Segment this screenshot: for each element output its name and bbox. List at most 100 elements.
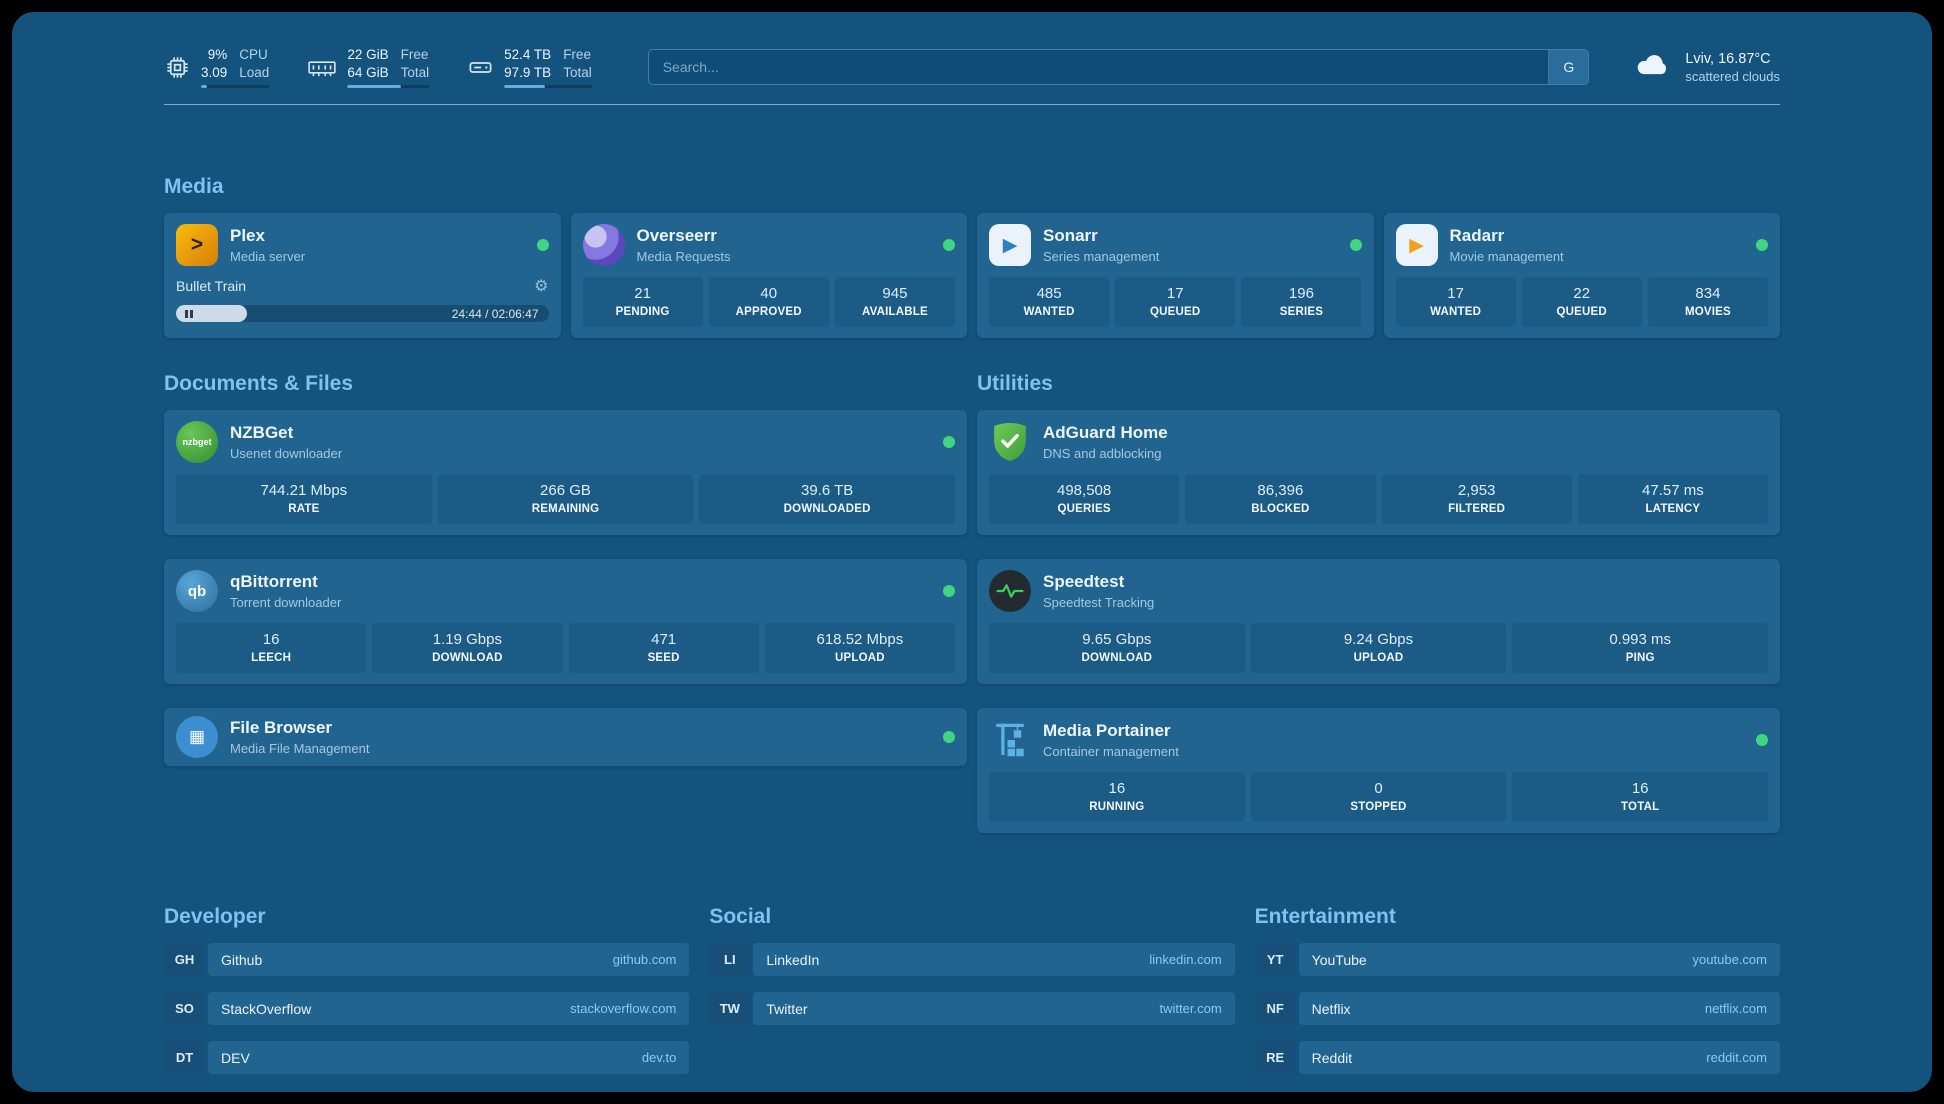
bookmark-abbr: TW <box>709 992 751 1026</box>
bookmark-abbr: SO <box>164 992 205 1026</box>
stat-label: RATE <box>288 503 320 516</box>
stat-box: 1.19 Gbps DOWNLOAD <box>372 623 563 674</box>
stat-box: 40 APPROVED <box>708 277 829 328</box>
stat-label: DOWNLOAD <box>432 652 503 665</box>
weather-condition: scattered clouds <box>1685 68 1780 84</box>
cloud-icon <box>1633 50 1673 84</box>
stat-box: 196 SERIES <box>1241 277 1362 328</box>
stat-box: 47.57 ms LATENCY <box>1577 474 1768 525</box>
weather-location: Lviv, 16.87°C <box>1685 50 1771 67</box>
search-engine-button[interactable]: G <box>1548 50 1589 85</box>
stat-label: DOWNLOAD <box>1081 652 1153 665</box>
service-card-adguard[interactable]: AdGuard Home DNS and adblocking 498,508 … <box>977 410 1780 536</box>
service-title: Media Portainer <box>1043 721 1171 741</box>
section-heading-developer: Developer <box>164 905 266 929</box>
section-heading-documents: Documents & Files <box>164 372 354 396</box>
bookmark-github[interactable]: GH Github github.com <box>164 943 690 977</box>
stat-value: 16 <box>1631 780 1649 798</box>
bookmark-reddit[interactable]: RE Reddit reddit.com <box>1254 1041 1780 1075</box>
stat-box: 16 TOTAL <box>1512 772 1768 823</box>
bookmark-name: Reddit <box>1311 1049 1353 1066</box>
service-card-nzbget[interactable]: nzbget NZBGet Usenet downloader 744.21 M… <box>164 410 967 536</box>
overseerr-icon <box>582 224 625 267</box>
bookmark-youtube[interactable]: YT YouTube youtube.com <box>1254 943 1780 977</box>
bookmark-dev[interactable]: DT DEV dev.to <box>164 1041 690 1075</box>
section-heading-social: Social <box>709 905 772 929</box>
dashboard: 9% 3.09 CPU Load <box>12 12 1932 1092</box>
service-card-portainer[interactable]: Media Portainer Container management 16 … <box>977 708 1780 834</box>
service-card-speedtest[interactable]: Speedtest Speedtest Tracking 9.65 Gbps D… <box>977 559 1780 685</box>
service-title: Speedtest <box>1043 572 1125 592</box>
service-title: AdGuard Home <box>1043 423 1168 443</box>
service-subtitle: Torrent downloader <box>230 595 342 611</box>
plex-progress-fill <box>176 305 247 323</box>
stat-value: 0.993 ms <box>1609 631 1672 649</box>
service-card-filebrowser[interactable]: ▦ File Browser Media File Management <box>164 708 967 767</box>
stat-label: LATENCY <box>1645 503 1701 516</box>
stat-label: LEECH <box>251 652 292 665</box>
stat-box: 834 MOVIES <box>1647 277 1768 328</box>
memory-usage-meter <box>347 85 430 89</box>
stat-value: 86,396 <box>1257 482 1304 500</box>
topbar-divider <box>164 104 1780 106</box>
stat-box: 9.24 Gbps UPLOAD <box>1250 623 1507 674</box>
stat-box: 471 SEED <box>568 623 759 674</box>
plex-progress-bar[interactable]: 24:44 / 02:06:47 <box>176 305 549 323</box>
bookmark-domain: netflix.com <box>1704 1001 1767 1017</box>
section-heading-media: Media <box>164 175 224 199</box>
bookmark-domain: linkedin.com <box>1149 952 1222 968</box>
stat-value: 16 <box>1108 780 1126 798</box>
bookmark-stackoverflow[interactable]: SO StackOverflow stackoverflow.com <box>164 992 690 1026</box>
status-dot-online <box>943 239 955 252</box>
service-title: qBittorrent <box>230 572 318 592</box>
stat-label: QUERIES <box>1057 503 1111 516</box>
pause-icon[interactable] <box>185 309 193 318</box>
service-card-radarr[interactable]: ▶ Radarr Movie management 17 WANTED 22 Q… <box>1383 213 1780 339</box>
gear-icon[interactable]: ⚙ <box>534 278 549 296</box>
resource-value: 64 GiB <box>347 64 389 80</box>
stat-box: 39.6 TB DOWNLOADED <box>699 474 955 525</box>
stat-box: 9.65 Gbps DOWNLOAD <box>989 623 1245 674</box>
service-title: Sonarr <box>1043 226 1098 246</box>
stat-value: 0 <box>1374 780 1383 798</box>
bookmark-abbr: YT <box>1254 943 1296 977</box>
stat-label: WANTED <box>1023 306 1075 319</box>
stat-box: 266 GB REMAINING <box>437 474 694 525</box>
stat-value: 21 <box>634 285 651 303</box>
status-dot-online <box>1756 734 1768 747</box>
resource-value: 9% <box>207 47 228 62</box>
service-subtitle: Container management <box>1043 744 1179 760</box>
stat-label: APPROVED <box>735 306 802 319</box>
stat-value: 834 <box>1695 285 1721 303</box>
service-title: Overseerr <box>636 226 717 246</box>
stat-label: UPLOAD <box>1353 652 1404 665</box>
service-title: File Browser <box>230 718 333 738</box>
bookmark-twitter[interactable]: TW Twitter twitter.com <box>709 992 1235 1026</box>
service-card-overseerr[interactable]: Overseerr Media Requests 21 PENDING 40 A… <box>570 213 967 339</box>
bookmark-linkedin[interactable]: LI LinkedIn linkedin.com <box>709 943 1235 977</box>
adguard-shield-icon <box>989 421 1031 463</box>
stat-value: 266 GB <box>540 482 591 500</box>
service-card-plex[interactable]: > Plex Media server Bullet Train ⚙ 24:44… <box>164 213 561 339</box>
stat-box: 0 STOPPED <box>1250 772 1507 823</box>
stat-label: BLOCKED <box>1251 503 1310 516</box>
stat-box: 485 WANTED <box>989 277 1110 328</box>
bookmark-netflix[interactable]: NF Netflix netflix.com <box>1254 992 1780 1026</box>
bookmark-group-developer: Developer GH Github github.com SO StackO… <box>164 905 690 1075</box>
service-card-sonarr[interactable]: ▶ Sonarr Series management 485 WANTED 17… <box>977 213 1374 339</box>
bookmark-domain: youtube.com <box>1692 952 1767 968</box>
bookmark-abbr: GH <box>164 943 205 977</box>
stat-box: 618.52 Mbps UPLOAD <box>764 623 955 674</box>
stat-value: 40 <box>760 285 778 303</box>
stat-box: 21 PENDING <box>582 277 703 328</box>
resource-label: CPU <box>239 47 268 62</box>
stat-value: 2,953 <box>1457 482 1496 500</box>
stat-value: 9.65 Gbps <box>1082 631 1152 649</box>
weather-widget: Lviv, 16.87°C scattered clouds <box>1633 50 1780 84</box>
service-card-qbittorrent[interactable]: qb qBittorrent Torrent downloader 16 LEE… <box>164 559 967 685</box>
stat-value: 39.6 TB <box>801 482 854 500</box>
bookmark-domain: stackoverflow.com <box>570 1001 677 1017</box>
resource-label: Total <box>400 64 430 80</box>
search-input[interactable] <box>647 49 1590 86</box>
memory-resource-widget: 22 GiB 64 GiB Free Total <box>307 46 430 89</box>
